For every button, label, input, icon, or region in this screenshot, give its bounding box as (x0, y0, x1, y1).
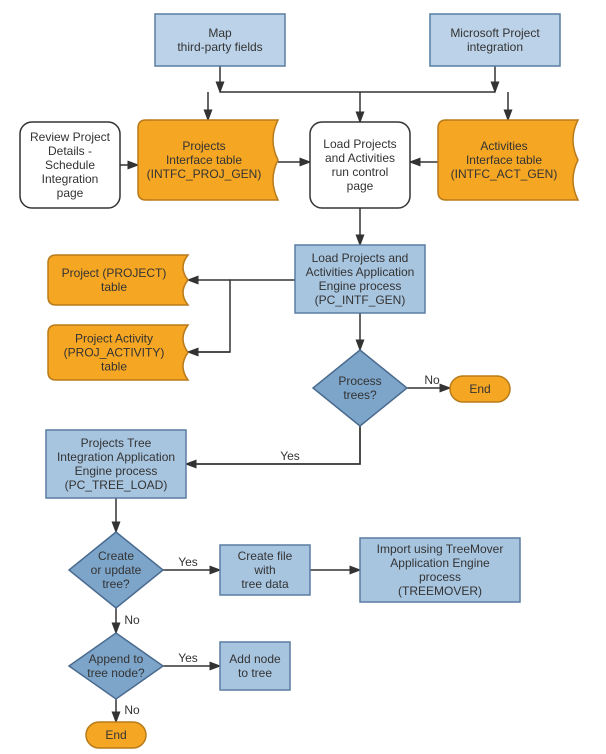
svg-text:to tree: to tree (238, 666, 272, 680)
node-projtbl: Project (PROJECT)table (48, 255, 188, 305)
node-pcintf: Load Projects andActivities ApplicationE… (295, 245, 425, 313)
node-actif: ActivitiesInterface table(INTFC_ACT_GEN) (438, 120, 578, 200)
svg-text:Review Project: Review Project (30, 130, 111, 144)
svg-text:Add node: Add node (229, 652, 281, 666)
node-treemover: Import using TreeMoverApplication Engine… (360, 538, 520, 602)
svg-text:No: No (124, 703, 140, 717)
svg-text:(PC_TREE_LOAD): (PC_TREE_LOAD) (65, 478, 168, 492)
svg-text:tree?: tree? (102, 577, 130, 591)
svg-text:or update: or update (91, 563, 142, 577)
svg-text:(PC_INTF_GEN): (PC_INTF_GEN) (315, 293, 406, 307)
svg-text:Microsoft Project: Microsoft Project (450, 26, 540, 40)
svg-text:Integration: Integration (42, 172, 99, 186)
svg-text:page: page (347, 179, 374, 193)
svg-text:No: No (124, 613, 140, 627)
svg-text:Engine process: Engine process (75, 464, 158, 478)
flowchart: No Yes No Yes No Yes Mapthird-party fields Micr… (0, 0, 606, 754)
svg-text:run control: run control (332, 165, 389, 179)
svg-text:Yes: Yes (178, 555, 198, 569)
node-pctree: Projects TreeIntegration ApplicationEngi… (46, 430, 186, 498)
svg-text:Engine process: Engine process (319, 279, 402, 293)
svg-text:Project Activity: Project Activity (75, 332, 153, 346)
node-map3p: Mapthird-party fields (155, 14, 285, 66)
svg-text:Map: Map (208, 26, 232, 40)
svg-text:Append to: Append to (89, 652, 144, 666)
svg-text:Interface table: Interface table (166, 153, 242, 167)
svg-text:(INTFC_ACT_GEN): (INTFC_ACT_GEN) (451, 167, 558, 181)
node-end2: End (86, 722, 146, 748)
svg-text:Schedule: Schedule (45, 158, 95, 172)
node-loadpage: Load Projectsand Activitiesrun controlpa… (310, 122, 410, 208)
node-ptrees: Processtrees? (313, 350, 407, 426)
svg-text:Interface table: Interface table (466, 153, 542, 167)
svg-text:Project (PROJECT): Project (PROJECT) (62, 266, 167, 280)
svg-text:Create file: Create file (238, 549, 293, 563)
svg-text:with: with (253, 563, 275, 577)
svg-text:Yes: Yes (280, 449, 300, 463)
svg-text:process: process (419, 570, 461, 584)
svg-text:No: No (424, 373, 440, 387)
svg-text:Import using TreeMover: Import using TreeMover (377, 542, 504, 556)
svg-text:Application Engine: Application Engine (390, 556, 490, 570)
svg-text:Process: Process (338, 374, 381, 388)
svg-text:Load Projects and: Load Projects and (312, 251, 409, 265)
svg-text:Projects Tree: Projects Tree (81, 436, 152, 450)
svg-text:End: End (469, 382, 490, 396)
svg-text:and Activities: and Activities (325, 151, 395, 165)
svg-text:table: table (101, 280, 127, 294)
svg-text:Projects: Projects (182, 139, 225, 153)
node-cutree: Createor updatetree? (69, 532, 163, 608)
svg-text:Activities: Activities (480, 139, 527, 153)
svg-text:tree node?: tree node? (87, 666, 145, 680)
svg-text:trees?: trees? (343, 388, 377, 402)
svg-text:Details -: Details - (48, 144, 92, 158)
node-rpd: Review ProjectDetails -ScheduleIntegrati… (20, 122, 120, 208)
svg-text:table: table (101, 360, 127, 374)
svg-text:Create: Create (98, 549, 134, 563)
svg-text:Integration Application: Integration Application (57, 450, 175, 464)
svg-text:(TREEMOVER): (TREEMOVER) (398, 584, 482, 598)
svg-text:Yes: Yes (178, 651, 198, 665)
node-createfile: Create filewithtree data (220, 545, 310, 595)
svg-text:page: page (57, 186, 84, 200)
svg-text:tree data: tree data (241, 577, 289, 591)
svg-text:End: End (105, 728, 126, 742)
node-end1: End (450, 376, 510, 402)
svg-text:Activities Application: Activities Application (306, 265, 415, 279)
svg-text:(PROJ_ACTIVITY): (PROJ_ACTIVITY) (64, 346, 165, 360)
node-append: Append totree node? (69, 633, 163, 699)
node-pacttbl: Project Activity(PROJ_ACTIVITY)table (48, 325, 188, 380)
node-projif: ProjectsInterface table(INTFC_PROJ_GEN) (138, 120, 278, 200)
svg-text:(INTFC_PROJ_GEN): (INTFC_PROJ_GEN) (147, 167, 262, 181)
node-addnode: Add nodeto tree (220, 642, 290, 690)
node-mspi: Microsoft Projectintegration (430, 14, 560, 66)
svg-text:third-party fields: third-party fields (177, 40, 262, 54)
svg-text:integration: integration (467, 40, 523, 54)
svg-text:Load Projects: Load Projects (323, 137, 396, 151)
